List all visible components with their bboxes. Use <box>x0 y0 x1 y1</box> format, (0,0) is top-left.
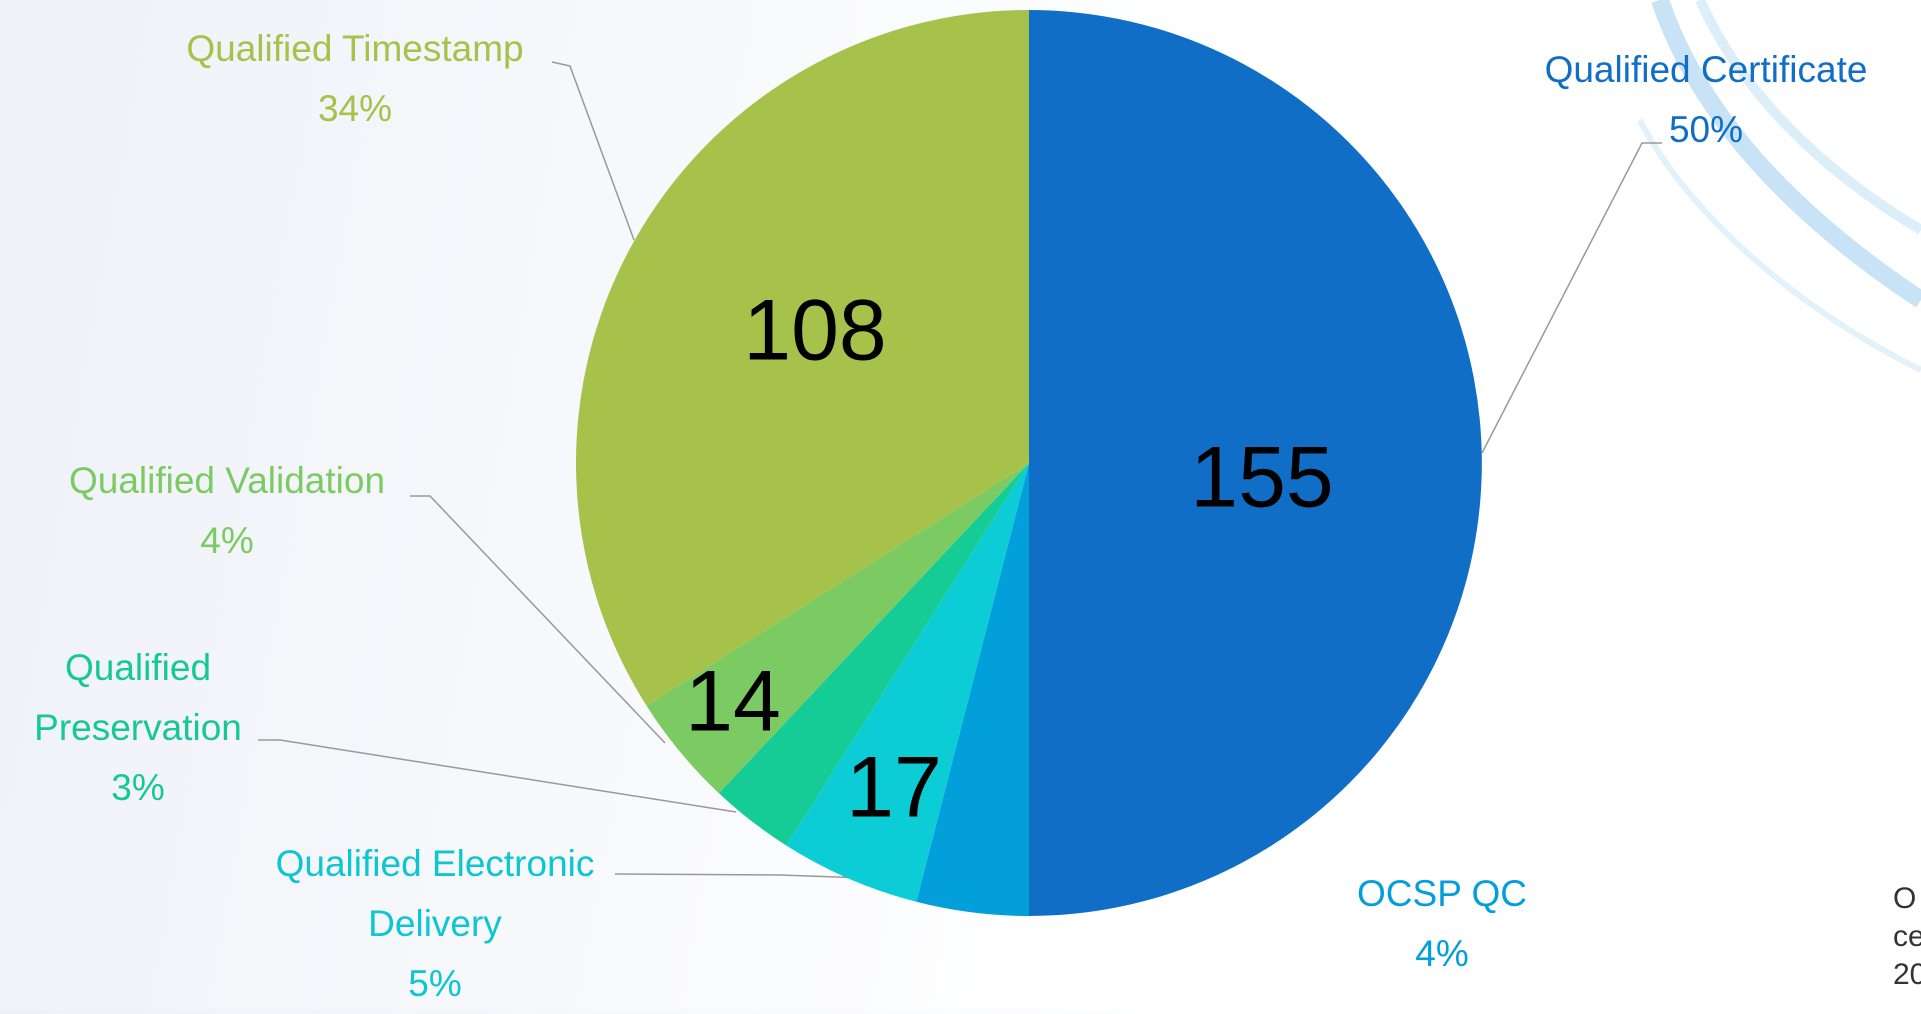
leader-line <box>1481 142 1662 454</box>
pie: 155 17 14 108 <box>576 10 1482 916</box>
side-line: O <box>1893 882 1917 915</box>
category-label: Qualified Electronic Delivery 5% <box>225 834 645 1014</box>
percent-label: 5% <box>408 963 462 1004</box>
leader-line <box>551 61 635 241</box>
count-label: 108 <box>743 283 887 379</box>
category-name: Qualified Certificate <box>1544 49 1868 90</box>
category-name: Qualified Validation <box>68 460 386 501</box>
pie-slice <box>646 463 1029 794</box>
category-label: Qualified Certificate 50% <box>1545 40 1868 160</box>
percent-label: 34% <box>317 88 393 129</box>
category-label: Qualified Validation 4% <box>69 451 385 571</box>
count-label: 17 <box>846 740 942 836</box>
side-line: 20 <box>1893 958 1921 991</box>
category-label: Qualified Timestamp 34% <box>186 19 523 139</box>
category-name: Qualified Electronic Delivery <box>275 843 595 944</box>
count-label: 14 <box>685 654 781 750</box>
pie-slice <box>576 10 1029 706</box>
percent-label: 4% <box>200 520 254 561</box>
category-name: Qualified Preservation <box>34 647 242 748</box>
category-name: Qualified Timestamp <box>186 28 524 69</box>
category-name: OCSP QC <box>1357 873 1527 914</box>
arc <box>1695 0 1921 235</box>
leader-line <box>410 495 666 744</box>
percent-label: 3% <box>111 767 165 808</box>
decoration <box>1637 0 1921 373</box>
side-text: O ce 20 <box>1893 880 1921 994</box>
percent-label: 50% <box>1668 109 1744 150</box>
arc <box>1651 0 1921 308</box>
category-label: OCSP QC 4% <box>1357 864 1527 984</box>
leader-line <box>258 739 737 813</box>
pie-slice <box>718 463 1029 846</box>
count-label: 155 <box>1190 430 1334 526</box>
category-label: Qualified Preservation 3% <box>8 638 268 818</box>
pie-slice <box>1029 10 1482 916</box>
side-line: ce <box>1893 920 1921 953</box>
pie-slice <box>916 463 1029 916</box>
arc <box>1637 118 1921 373</box>
pie-slice <box>786 463 1029 902</box>
percent-label: 4% <box>1415 933 1469 974</box>
